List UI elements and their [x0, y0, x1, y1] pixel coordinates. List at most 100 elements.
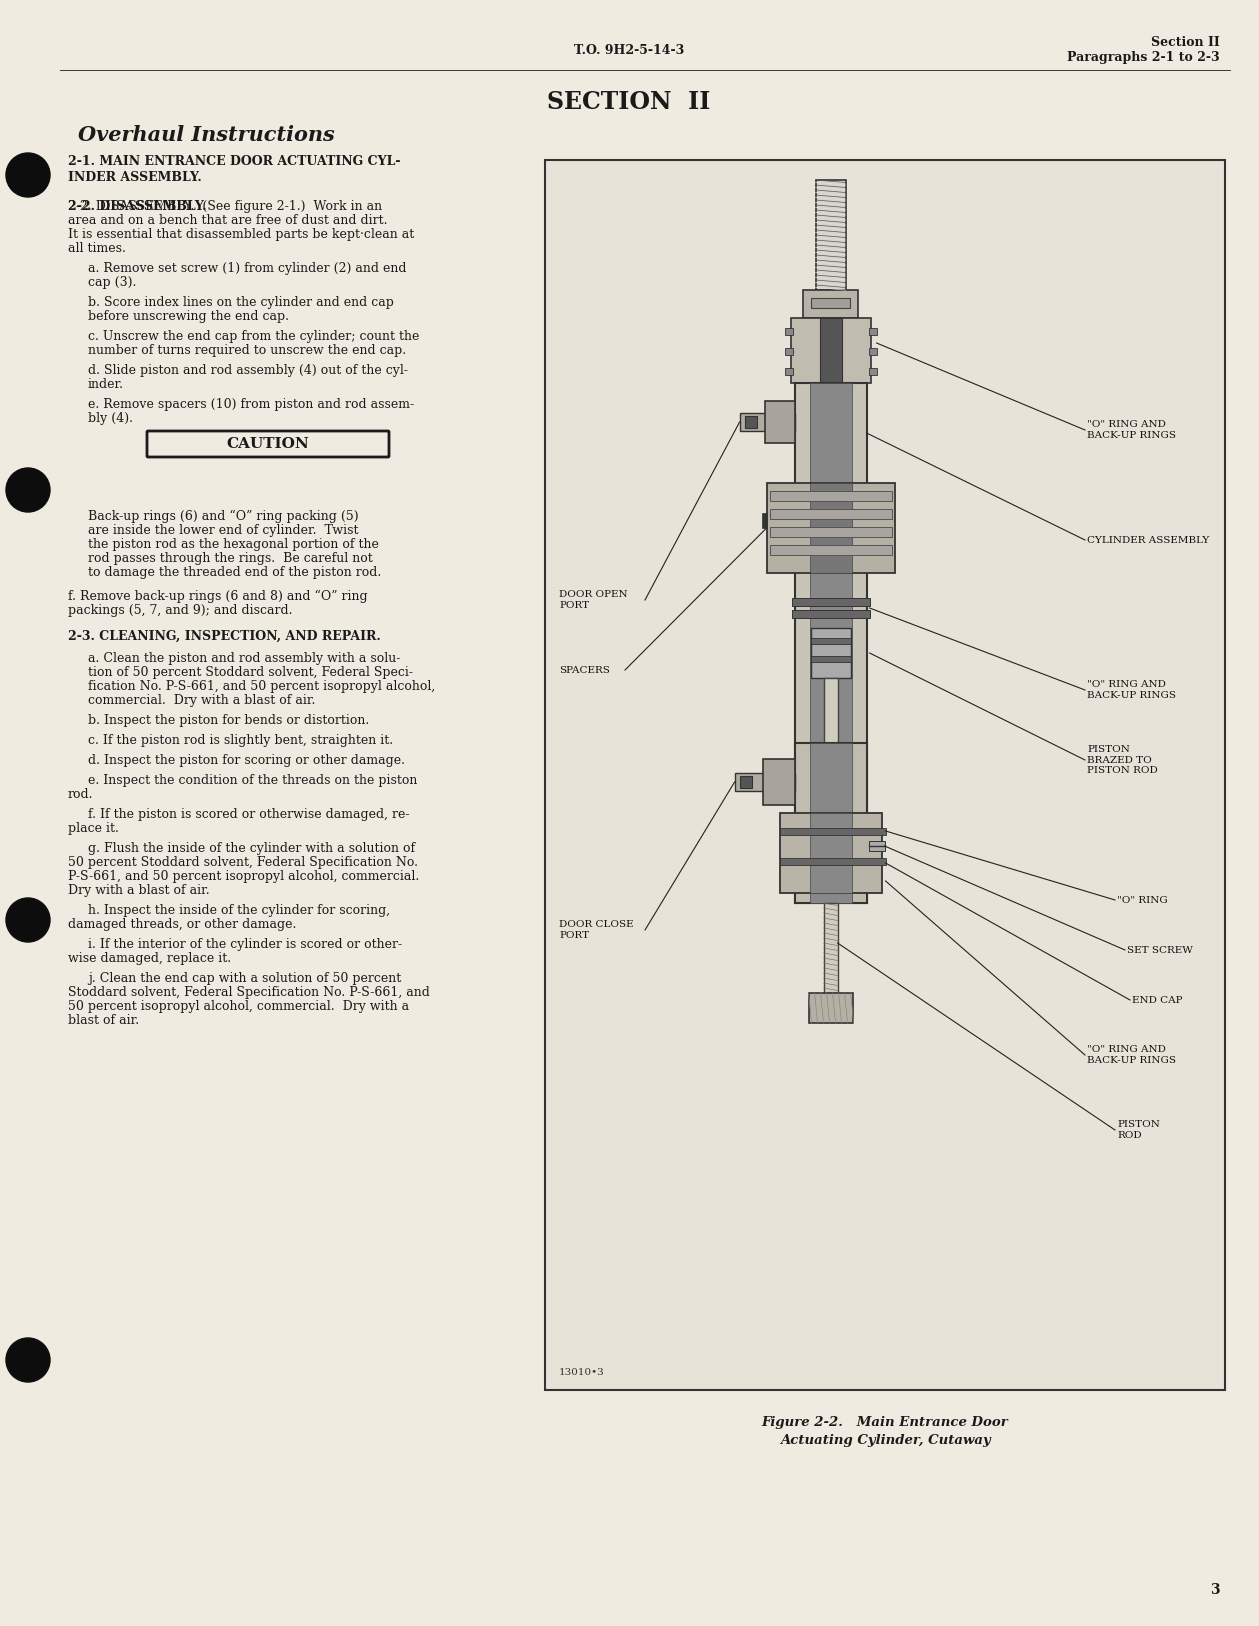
Bar — [764, 402, 794, 442]
Bar — [816, 180, 846, 289]
Text: blast of air.: blast of air. — [68, 1015, 140, 1028]
Bar — [739, 776, 752, 789]
Text: inder.: inder. — [88, 377, 123, 390]
Text: Dry with a blast of air.: Dry with a blast of air. — [68, 885, 210, 898]
Text: d. Slide piston and rod assembly (4) out of the cyl-: d. Slide piston and rod assembly (4) out… — [88, 364, 408, 377]
Bar — [784, 367, 793, 376]
Bar — [779, 859, 885, 865]
Text: Section II: Section II — [1151, 36, 1220, 49]
Bar — [811, 655, 851, 662]
Text: CAUTION: CAUTION — [227, 437, 310, 450]
Text: END CAP: END CAP — [1132, 995, 1182, 1005]
Text: f. If the piston is scored or otherwise damaged, re-: f. If the piston is scored or otherwise … — [88, 808, 409, 821]
Text: place it.: place it. — [68, 823, 118, 836]
Text: "O" RING: "O" RING — [1117, 896, 1168, 904]
Bar — [769, 491, 891, 501]
Text: 50 percent Stoddard solvent, Federal Specification No.: 50 percent Stoddard solvent, Federal Spe… — [68, 855, 418, 868]
Text: h. Inspect the inside of the cylinder for scoring,: h. Inspect the inside of the cylinder fo… — [88, 904, 390, 917]
Text: 2-1. MAIN ENTRANCE DOOR ACTUATING CYL-: 2-1. MAIN ENTRANCE DOOR ACTUATING CYL- — [68, 154, 400, 167]
Text: b. Inspect the piston for bends or distortion.: b. Inspect the piston for bends or disto… — [88, 714, 369, 727]
Circle shape — [6, 1338, 50, 1382]
Bar — [869, 348, 876, 354]
Bar — [784, 348, 793, 354]
Bar — [769, 527, 891, 537]
Text: SPACERS: SPACERS — [559, 665, 609, 675]
Text: 2-2. DISASSEMBLY.  (See figure 2-1.)  Work in an: 2-2. DISASSEMBLY. (See figure 2-1.) Work… — [68, 200, 383, 213]
Bar — [769, 545, 891, 554]
Circle shape — [6, 898, 50, 941]
Bar — [779, 813, 881, 893]
FancyBboxPatch shape — [147, 431, 389, 457]
Text: are inside the lower end of cylinder.  Twist: are inside the lower end of cylinder. Tw… — [88, 524, 359, 537]
Bar — [810, 813, 851, 893]
Bar — [734, 772, 794, 790]
Text: cap (3).: cap (3). — [88, 276, 136, 289]
Bar — [769, 509, 891, 519]
Bar — [545, 159, 1225, 1390]
Text: Paragraphs 2-1 to 2-3: Paragraphs 2-1 to 2-3 — [1068, 50, 1220, 63]
Bar — [823, 678, 837, 863]
Text: c. If the piston rod is slightly bent, straighten it.: c. If the piston rod is slightly bent, s… — [88, 733, 393, 746]
Bar — [869, 367, 876, 376]
Text: a. Clean the piston and rod assembly with a solu-: a. Clean the piston and rod assembly wit… — [88, 652, 400, 665]
Bar — [810, 384, 851, 902]
Circle shape — [6, 153, 50, 197]
Bar — [794, 384, 866, 902]
Bar — [744, 416, 757, 428]
Text: P-S-661, and 50 percent isopropyl alcohol, commercial.: P-S-661, and 50 percent isopropyl alcoho… — [68, 870, 419, 883]
Text: Actuating Cylinder, Cutaway: Actuating Cylinder, Cutaway — [779, 1434, 991, 1447]
Bar — [811, 298, 850, 307]
Text: 3: 3 — [1210, 1584, 1220, 1597]
Text: CYLINDER ASSEMBLY: CYLINDER ASSEMBLY — [1087, 535, 1209, 545]
Text: PISTON
ROD: PISTON ROD — [1117, 1120, 1160, 1140]
Text: wise damaged, replace it.: wise damaged, replace it. — [68, 951, 232, 964]
Bar — [779, 828, 885, 836]
Text: before unscrewing the end cap.: before unscrewing the end cap. — [88, 311, 290, 324]
Text: INDER ASSEMBLY.: INDER ASSEMBLY. — [68, 171, 201, 184]
Text: It is essential that disassembled parts be kept·clean at: It is essential that disassembled parts … — [68, 228, 414, 241]
Text: SET SCREW: SET SCREW — [1127, 945, 1192, 954]
Text: DOOR CLOSE
PORT: DOOR CLOSE PORT — [559, 920, 633, 940]
Bar — [823, 902, 837, 993]
Text: bly (4).: bly (4). — [88, 411, 133, 424]
Text: rod.: rod. — [68, 789, 93, 802]
Text: 13010•3: 13010•3 — [559, 1367, 604, 1377]
Bar — [792, 598, 870, 606]
Text: packings (5, 7, and 9); and discard.: packings (5, 7, and 9); and discard. — [68, 603, 292, 616]
Bar — [869, 328, 876, 335]
Bar — [811, 628, 851, 678]
Text: fication No. P-S-661, and 50 percent isopropyl alcohol,: fication No. P-S-661, and 50 percent iso… — [88, 680, 436, 693]
Text: commercial.  Dry with a blast of air.: commercial. Dry with a blast of air. — [88, 694, 315, 707]
Text: Overhaul Instructions: Overhaul Instructions — [78, 125, 335, 145]
Bar — [763, 759, 794, 805]
Text: e. Remove spacers (10) from piston and rod assem-: e. Remove spacers (10) from piston and r… — [88, 398, 414, 411]
Bar — [762, 512, 767, 528]
Text: number of turns required to unscrew the end cap.: number of turns required to unscrew the … — [88, 345, 407, 358]
Bar — [820, 319, 841, 384]
Text: to damage the threaded end of the piston rod.: to damage the threaded end of the piston… — [88, 566, 381, 579]
Text: i. If the interior of the cylinder is scored or other-: i. If the interior of the cylinder is sc… — [88, 938, 402, 951]
Text: Back-up rings (6) and “O” ring packing (5): Back-up rings (6) and “O” ring packing (… — [88, 511, 359, 524]
Text: b. Score index lines on the cylinder and end cap: b. Score index lines on the cylinder and… — [88, 296, 394, 309]
Bar — [792, 610, 870, 618]
Bar — [791, 319, 871, 384]
Bar — [810, 743, 851, 902]
Bar — [808, 993, 852, 1023]
Bar — [869, 841, 885, 850]
Text: T.O. 9H2-5-14-3: T.O. 9H2-5-14-3 — [574, 44, 684, 57]
Bar — [810, 483, 851, 572]
Bar — [784, 328, 793, 335]
Bar — [794, 743, 866, 902]
Text: "O" RING AND
BACK-UP RINGS: "O" RING AND BACK-UP RINGS — [1087, 1046, 1176, 1065]
Text: all times.: all times. — [68, 242, 126, 255]
Text: g. Flush the inside of the cylinder with a solution of: g. Flush the inside of the cylinder with… — [88, 842, 415, 855]
Bar — [739, 413, 794, 431]
Text: rod passes through the rings.  Be careful not: rod passes through the rings. Be careful… — [88, 551, 373, 564]
Text: Stoddard solvent, Federal Specification No. P-S-661, and: Stoddard solvent, Federal Specification … — [68, 985, 429, 998]
Text: "O" RING AND
BACK-UP RINGS: "O" RING AND BACK-UP RINGS — [1087, 680, 1176, 699]
Text: 2-3. CLEANING, INSPECTION, AND REPAIR.: 2-3. CLEANING, INSPECTION, AND REPAIR. — [68, 629, 380, 642]
Bar — [803, 289, 859, 319]
Text: 2-2. DISASSEMBLY.: 2-2. DISASSEMBLY. — [68, 200, 206, 213]
Text: damaged threads, or other damage.: damaged threads, or other damage. — [68, 919, 296, 932]
Text: Figure 2-2.   Main Entrance Door: Figure 2-2. Main Entrance Door — [762, 1416, 1008, 1429]
